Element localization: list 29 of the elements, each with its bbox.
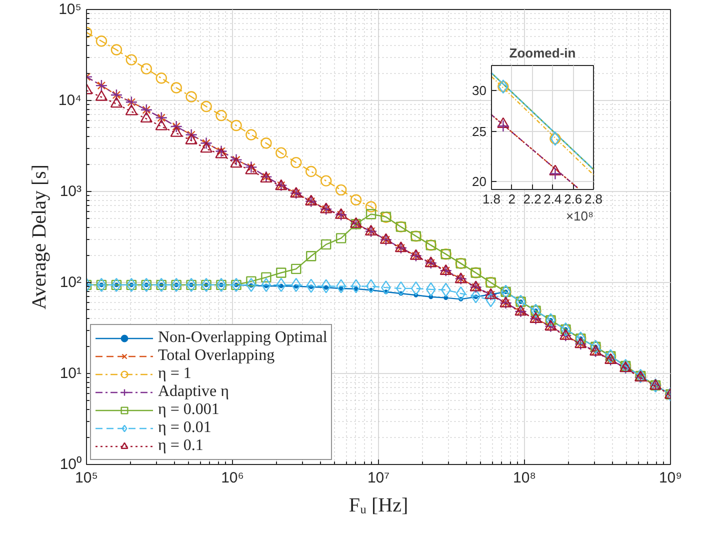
x-tick-label: 2.2 [523, 192, 542, 206]
x-tick-label: 10⁹ [658, 470, 682, 486]
x-tick-label: 10⁸ [512, 470, 536, 486]
legend-label: η = 1 [158, 365, 192, 383]
y-axis-title: Average Delay [s] [28, 164, 50, 310]
x-tick-label: 2 [508, 192, 516, 206]
legend-label: Adaptive η [158, 383, 230, 401]
x-tick-label: 2.6 [564, 192, 582, 206]
y-tick-label: 10² [60, 274, 82, 291]
x-axis-title: Fᵤ [Hz] [348, 494, 408, 516]
x-tick-label: 1.8 [482, 192, 501, 206]
y-tick-label: 10⁵ [58, 1, 82, 18]
annotation: ×10⁸ [566, 208, 594, 224]
y-tick-label: 20 [472, 174, 487, 189]
legend-label: η = 0.1 [158, 437, 204, 455]
y-tick-label: 25 [472, 124, 487, 139]
x-tick-label: 10⁷ [367, 470, 390, 486]
chart-title: Zoomed-in [509, 46, 576, 60]
x-tick-label: 10⁶ [221, 470, 244, 486]
y-tick-label: 10⁴ [58, 92, 82, 109]
x-tick-label: 2.4 [544, 192, 562, 206]
x-tick-label: 2.8 [584, 192, 603, 206]
legend-label: Total Overlapping [158, 347, 275, 365]
y-tick-label: 10³ [60, 183, 82, 200]
y-tick-label: 30 [472, 82, 487, 98]
y-tick-label: 10¹ [60, 365, 82, 382]
legend-label: η = 0.01 [158, 419, 212, 437]
legend-label: η = 0.001 [158, 401, 220, 419]
legend-label: Non-Overlapping Optimal [158, 329, 328, 347]
